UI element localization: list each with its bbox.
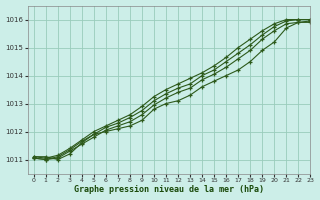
X-axis label: Graphe pression niveau de la mer (hPa): Graphe pression niveau de la mer (hPa) [74, 185, 264, 194]
